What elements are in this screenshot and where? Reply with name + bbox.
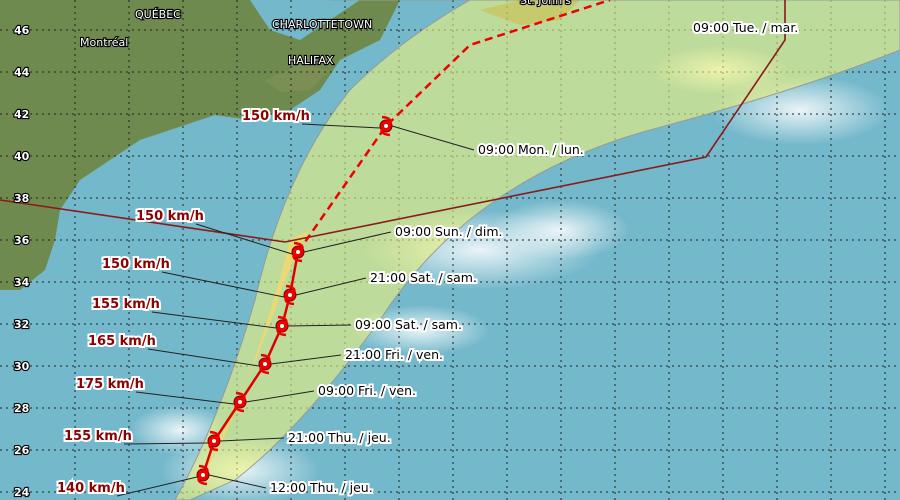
wind-label: 150 km/h (136, 209, 204, 224)
time-label: 09:00 Fri. / ven. (318, 383, 416, 398)
time-leader (270, 354, 342, 365)
place-label: St. John's (520, 0, 571, 7)
latitude-label: 36 (14, 234, 30, 247)
place-label: CHARLOTTETOWN (272, 18, 372, 31)
wind-leader (161, 271, 285, 298)
storm-swirl (292, 241, 304, 263)
storm-eye (201, 473, 205, 477)
time-label: 21:00 Sat. / sam. (370, 270, 477, 285)
wind-label: 155 km/h (64, 429, 132, 444)
latitude-label: 30 (14, 360, 30, 373)
place-label: QUÉBEC (135, 8, 181, 21)
storm-eye (212, 439, 216, 443)
storm-swirl (234, 391, 246, 413)
wind-label: 155 km/h (92, 297, 160, 312)
time-leader (219, 437, 285, 442)
time-label: 21:00 Fri. / ven. (345, 347, 443, 362)
latitude-label: 40 (14, 150, 30, 163)
time-label: 09:00 Tue. / mar. (693, 20, 798, 35)
storm-swirl (380, 115, 392, 137)
time-leader (295, 277, 367, 296)
latitude-label: 32 (14, 318, 29, 331)
storm-eye (384, 124, 388, 128)
storm-swirl (259, 353, 271, 375)
wind-label: 150 km/h (102, 257, 170, 272)
storm-swirl (197, 464, 209, 486)
wind-leader (301, 123, 381, 129)
wind-label: 140 km/h (57, 481, 125, 496)
storm-swirl (208, 430, 220, 452)
response-zone (0, 0, 786, 243)
latitude-label: 34 (14, 276, 30, 289)
time-leader (287, 324, 352, 327)
latitude-label: 24 (14, 486, 30, 499)
time-label: 12:00 Thu. / jeu. (270, 480, 373, 495)
time-label: 21:00 Thu. / jeu. (288, 430, 391, 445)
uncertainty-cone (174, 0, 900, 500)
storm-eye (280, 324, 284, 328)
storm-eye (238, 400, 242, 404)
latitude-label: 28 (14, 402, 29, 415)
time-leader (303, 231, 392, 253)
time-leader (208, 474, 267, 489)
storm-swirl (284, 284, 296, 306)
latitude-label: 38 (14, 192, 29, 205)
wind-leader (195, 223, 293, 255)
latitude-label: 46 (14, 24, 30, 37)
wind-leader (123, 442, 209, 445)
time-leader (245, 390, 315, 403)
time-label: 09:00 Sat. / sam. (355, 317, 462, 332)
place-label: Montréal (80, 36, 128, 49)
wind-label: 150 km/h (242, 109, 310, 124)
storm-eye (288, 293, 292, 297)
wind-leader (135, 391, 235, 405)
track-dashed (296, 0, 611, 253)
time-label: 09:00 Mon. / lun. (478, 142, 584, 157)
wind-leader (147, 348, 260, 367)
wind-leader (116, 476, 198, 497)
latitude-label: 42 (14, 108, 29, 121)
time-label: 09:00 Sun. / dim. (395, 224, 502, 239)
latitude-label: 26 (14, 444, 30, 457)
time-leader (391, 125, 475, 151)
latitude-label: 44 (14, 66, 30, 79)
wind-label: 175 km/h (76, 377, 144, 392)
storm-eye (263, 362, 267, 366)
storm-swirl (276, 315, 288, 337)
place-label: HALIFAX (288, 54, 334, 67)
wind-leader (151, 311, 277, 329)
storm-eye (296, 250, 300, 254)
wind-label: 165 km/h (88, 334, 156, 349)
